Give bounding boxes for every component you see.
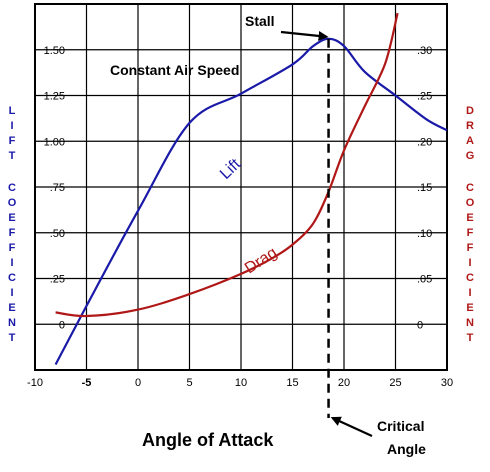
axis-label-word: COEFFICIENT bbox=[465, 182, 475, 344]
left-tick-label: 1.50 bbox=[44, 45, 65, 57]
x-tick-label: 25 bbox=[389, 377, 401, 389]
axis-label-word: DRAG bbox=[465, 105, 475, 162]
axis-label-word: COEFFICIENT bbox=[7, 182, 17, 344]
right-tick-label: .15 bbox=[417, 182, 432, 194]
stall-label: Stall bbox=[245, 13, 275, 29]
axis-label-word: LIFT bbox=[8, 105, 16, 162]
left-tick-label: .75 bbox=[50, 182, 65, 194]
x-tick-label: 5 bbox=[186, 377, 192, 389]
right-axis-label: DRAG COEFFICIENT bbox=[463, 104, 477, 363]
x-tick-label: -5 bbox=[82, 377, 92, 389]
left-axis-label: LIFT COEFFICIENT bbox=[5, 104, 19, 363]
series-line-lift bbox=[54, 37, 448, 366]
series bbox=[54, 12, 448, 366]
tick-labels: -10 -5 0 5 10 15 20 25 30 0 .25 .50 .75 1.00 1.25 1.50 0… bbox=[27, 45, 453, 389]
angle-label: Angle bbox=[387, 441, 426, 457]
x-axis-label: Angle of Attack bbox=[142, 430, 274, 450]
right-tick-label: .20 bbox=[417, 136, 432, 148]
right-tick-label: .25 bbox=[417, 91, 432, 103]
critical-label: Critical bbox=[377, 418, 424, 434]
right-tick-label: 0 bbox=[417, 319, 423, 331]
annotations: Lift Drag Constant Air Speed Stall Critical A… bbox=[110, 13, 426, 457]
right-tick-label: .10 bbox=[417, 228, 432, 240]
left-tick-label: .25 bbox=[50, 274, 65, 286]
x-tick-label: 20 bbox=[338, 377, 350, 389]
series-line-drag bbox=[55, 12, 399, 318]
critical-angle-arrow bbox=[330, 416, 373, 438]
right-tick-label: .30 bbox=[417, 45, 432, 57]
stall-arrow bbox=[280, 30, 329, 41]
right-tick-label: .05 bbox=[417, 274, 432, 286]
left-tick-label: .50 bbox=[50, 228, 65, 240]
series-label-lift: Lift bbox=[217, 155, 245, 182]
x-tick-label: 30 bbox=[441, 377, 453, 389]
left-tick-label: 0 bbox=[59, 319, 65, 331]
left-tick-label: 1.25 bbox=[44, 91, 65, 103]
x-tick-label: 15 bbox=[286, 377, 298, 389]
left-tick-label: 1.00 bbox=[44, 136, 65, 148]
x-tick-label: 0 bbox=[135, 377, 141, 389]
x-tick-label: 10 bbox=[235, 377, 247, 389]
series-label-drag: Drag bbox=[242, 244, 280, 277]
x-tick-label: -10 bbox=[27, 377, 43, 389]
chart-subtitle-constant-air-speed: Constant Air Speed bbox=[110, 62, 239, 78]
